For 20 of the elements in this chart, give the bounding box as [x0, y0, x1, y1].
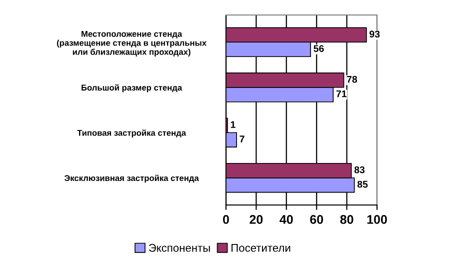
data-label: 71	[336, 90, 347, 98]
x-tick-label: 0	[223, 215, 229, 224]
legend-label: Экспоненты	[148, 244, 210, 252]
x-tick-label: 60	[310, 215, 324, 224]
data-label: 7	[240, 136, 244, 142]
y-tick-label: Эксклюзивная застройка стенда	[64, 174, 199, 183]
x-tick-label: 40	[280, 215, 293, 224]
data-label: 1	[230, 121, 236, 128]
data-label: 78	[346, 76, 358, 83]
y-tick-label: Местоположение стенда (размещение стенда в центральных или близлежащих проходах)	[56, 31, 206, 57]
data-label: 56	[314, 45, 324, 52]
x-tick-label: 80	[340, 215, 354, 224]
x-tick-label: 100	[367, 215, 387, 224]
y-tick-label: Большой размер стенда	[82, 84, 182, 92]
legend-label: Посетители	[232, 244, 290, 252]
x-tick-label: 20	[250, 215, 263, 224]
data-label: 83	[354, 166, 365, 174]
data-label: 93	[370, 30, 380, 38]
y-tick-label: Типовая застройка стенда	[77, 130, 186, 138]
data-label: 85	[357, 180, 368, 188]
